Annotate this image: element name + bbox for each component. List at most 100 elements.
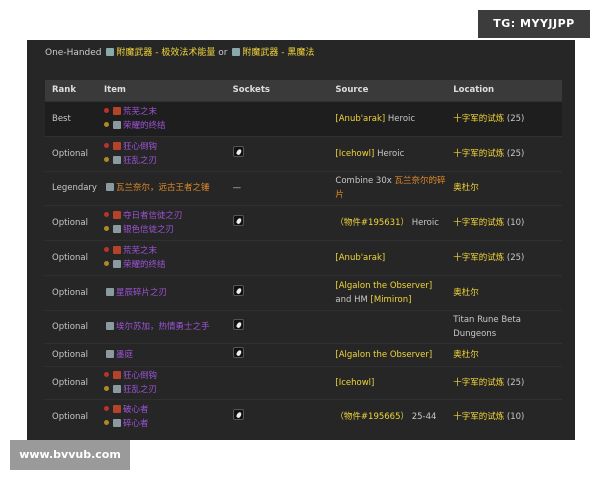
source-part: Combine 30x — [335, 176, 395, 186]
sockets-cell — [225, 398, 329, 435]
item-link[interactable]: 银色信徒之刃 — [122, 224, 174, 235]
location-link[interactable]: 十字军的试炼 — [453, 252, 505, 263]
item-icon — [105, 183, 114, 191]
item-icon — [112, 155, 121, 164]
item-icon — [112, 224, 121, 233]
location-cell: Titan Rune Beta Dungeons — [446, 309, 562, 343]
item-link[interactable]: 狂心倒钩 — [122, 141, 157, 152]
item-link[interactable]: 瓦兰奈尔，远古王者之锤 — [115, 183, 210, 193]
location-cell: 十字军的试炼 (25) — [446, 135, 562, 171]
item-icon — [112, 245, 121, 254]
location-text: Titan Rune Beta Dungeons — [453, 314, 521, 339]
sockets-cell — [225, 365, 329, 399]
source-cell: [Icehowl] Heroic — [328, 135, 447, 171]
location-size: (25) — [504, 252, 525, 263]
no-socket: — — [232, 183, 242, 193]
source-part: and HM — [335, 294, 371, 305]
horde-icon — [103, 142, 109, 148]
sockets-cell — [225, 100, 329, 136]
item-link[interactable]: 狂乱之刃 — [122, 384, 157, 395]
source-cell: [Algalon the Observer] and HM [Mimiron] — [328, 274, 447, 310]
location-link[interactable]: 十字军的试炼 — [453, 148, 505, 159]
enchant-link-2[interactable]: 附魔武器 - 黑魔法 — [242, 48, 315, 58]
item-cell: 星辰碎片之刃 — [96, 274, 226, 310]
column-header-item[interactable]: Item — [96, 80, 226, 101]
alliance-icon — [103, 225, 109, 231]
table-row: Optional 狂心倒钩 狂乱之刃 [Icehowl] 十字军的试炼 (25) — [45, 365, 562, 399]
item-icon — [112, 210, 121, 219]
table-row: Optional 夺日者信徒之刃 银色信徒之刃 （物件#195631） Heroic 十… — [45, 204, 562, 240]
location-link[interactable]: 十字军的试炼 — [453, 217, 505, 228]
item-cell: 荒芜之末 荣耀的终结 — [96, 100, 226, 136]
item-link[interactable]: 破心者 — [122, 405, 149, 416]
table-row: Optional 墨庭 [Algalon the Observer] 奥杜尔 — [45, 342, 562, 366]
item-link[interactable]: 狂心倒钩 — [122, 370, 157, 381]
source-part[interactable]: （物件#195665） — [335, 412, 409, 423]
item-cell: 墨庭 — [96, 342, 226, 366]
source-part[interactable]: [Anub'arak] — [335, 252, 386, 263]
column-header-location[interactable]: Location — [446, 80, 562, 101]
source-cell: Combine 30x 瓦兰奈尔的碎片 — [328, 170, 447, 205]
location-cell: 奥杜尔 — [446, 342, 562, 366]
table-row: Optional 破心者 碎心者 （物件#195665） 25-44 十字军的试炼 (1… — [45, 398, 562, 435]
location-size: (25) — [504, 113, 525, 124]
item-link[interactable]: 荒芜之末 — [122, 106, 157, 117]
horde-icon — [103, 246, 109, 252]
item-link[interactable]: 狂乱之刃 — [122, 155, 157, 166]
item-link[interactable]: 埃尔苏加，热情勇士之手 — [115, 321, 210, 332]
sockets-cell: — — [225, 170, 329, 205]
item-link[interactable]: 星辰碎片之刃 — [115, 287, 167, 298]
column-header-source[interactable]: Source — [328, 80, 447, 101]
source-part[interactable]: [Anub'arak] — [335, 113, 386, 124]
column-header-sockets[interactable]: Sockets — [225, 80, 329, 101]
source-cell: [Anub'arak] — [328, 239, 447, 275]
location-cell: 奥杜尔 — [446, 274, 562, 310]
sockets-cell — [225, 309, 329, 343]
item-link[interactable]: 荣耀的终结 — [122, 259, 166, 270]
location-cell: 十字军的试炼 (25) — [446, 100, 562, 136]
item-cell: 狂心倒钩 狂乱之刃 — [96, 135, 226, 171]
alliance-icon — [103, 260, 109, 266]
source-part[interactable]: [Icehowl] — [335, 377, 375, 388]
item-icon — [105, 349, 114, 358]
prismatic-socket-icon — [232, 318, 244, 330]
gear-panel: One-Handed 附魔武器 - 极效法术能量 or 附魔武器 - 黑魔法 R… — [27, 40, 575, 440]
source-part[interactable]: 瓦兰奈尔的碎片 — [335, 176, 446, 200]
prismatic-socket-icon — [232, 346, 244, 358]
source-cell — [328, 309, 447, 343]
location-cell: 十字军的试炼 (10) — [446, 398, 562, 435]
item-icon — [105, 321, 114, 330]
location-link[interactable]: 十字军的试炼 — [453, 377, 505, 388]
location-link[interactable]: 奥杜尔 — [453, 349, 479, 360]
item-link[interactable]: 碎心者 — [122, 419, 149, 430]
prismatic-socket-icon — [232, 214, 244, 226]
watermark-bottom: www.bvvub.com — [10, 440, 130, 470]
location-link[interactable]: 十字军的试炼 — [453, 113, 505, 124]
source-cell: [Anub'arak] Heroic — [328, 100, 447, 136]
item-link[interactable]: 夺日者信徒之刃 — [122, 210, 183, 221]
source-part[interactable]: [Mimiron] — [370, 294, 412, 305]
source-part[interactable]: （物件#195631） — [335, 217, 409, 228]
location-link[interactable]: 十字军的试炼 — [453, 412, 505, 423]
alliance-icon — [103, 420, 109, 426]
sockets-cell — [225, 204, 329, 240]
alliance-icon — [103, 156, 109, 162]
item-link[interactable]: 墨庭 — [115, 349, 133, 360]
column-header-rank[interactable]: Rank — [45, 80, 97, 101]
horde-icon — [103, 406, 109, 412]
enchant-link-1[interactable]: 附魔武器 - 极效法术能量 — [116, 48, 216, 58]
source-part[interactable]: [Algalon the Observer] — [335, 349, 433, 360]
item-link[interactable]: 荒芜之末 — [122, 245, 157, 256]
location-link[interactable]: 奥杜尔 — [453, 287, 479, 298]
item-icon — [112, 141, 121, 150]
source-part[interactable]: [Icehowl] — [335, 148, 375, 159]
source-cell: （物件#195665） 25-44 — [328, 398, 447, 435]
source-cell: [Algalon the Observer] — [328, 342, 447, 366]
source-part[interactable]: [Algalon the Observer] — [335, 280, 433, 291]
table-row: Optional 荒芜之末 荣耀的终结 [Anub'arak] 十字军的试炼 (25) — [45, 239, 562, 275]
location-size: (25) — [504, 148, 525, 159]
item-link[interactable]: 荣耀的终结 — [122, 120, 166, 131]
location-link[interactable]: 奥杜尔 — [453, 183, 479, 193]
sockets-cell — [225, 135, 329, 171]
location-size: (10) — [504, 412, 525, 423]
